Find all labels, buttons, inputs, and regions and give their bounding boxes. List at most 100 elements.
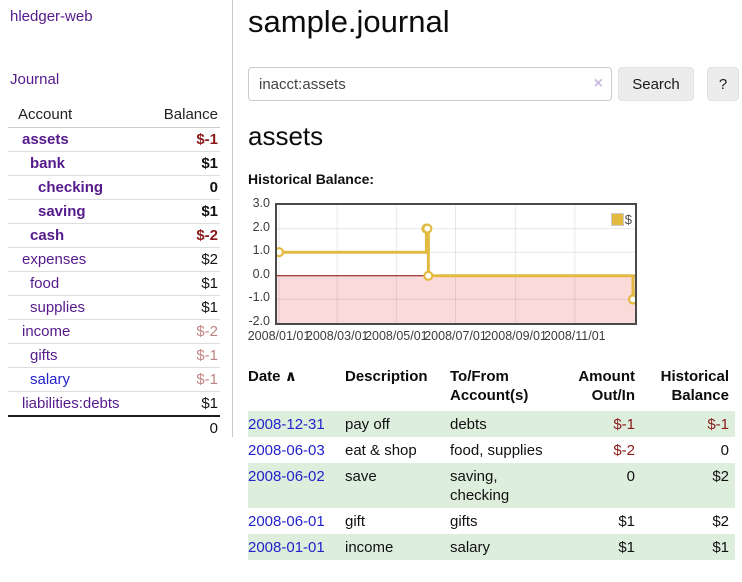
account-balance: $-2 (148, 223, 220, 248)
account-link[interactable]: income (22, 323, 71, 340)
transaction-balance: 0 (720, 442, 729, 459)
main-content: sample.journal × Search ? assets Histori… (248, 0, 742, 560)
y-axis-tick-label: 3.0 (252, 196, 270, 210)
account-link[interactable]: checking (38, 179, 104, 196)
series-label: $ (624, 212, 632, 227)
account-row: cash $-2 (8, 223, 220, 248)
transaction-date-link[interactable]: 2008-06-03 (248, 442, 325, 459)
register-header-date[interactable]: Date ∧ (248, 365, 345, 411)
chart-legend: $ (608, 211, 634, 228)
account-link[interactable]: assets (22, 131, 69, 148)
register-row: 2008-06-03 eat & shop food, supplies $-2 0 (248, 437, 735, 463)
account-link[interactable]: salary (30, 371, 71, 388)
transaction-balance: $2 (712, 468, 729, 485)
account-balance: $1 (148, 199, 220, 224)
account-link[interactable]: supplies (30, 299, 86, 316)
transaction-accounts: food, supplies (450, 442, 543, 459)
transaction-description: eat & shop (345, 442, 417, 459)
accounts-header-row: Account Balance (8, 103, 220, 128)
account-balance: $2 (148, 247, 220, 272)
account-row: bank $1 (8, 151, 220, 176)
transaction-balance: $1 (712, 539, 729, 556)
sidebar-item-journal[interactable]: Journal (10, 71, 60, 88)
data-point-marker (423, 270, 434, 281)
transaction-date-cell: 2008-06-02 (248, 463, 345, 508)
data-point-marker (627, 294, 635, 305)
account-balance: $-1 (148, 343, 220, 368)
account-row: expenses $2 (8, 247, 220, 272)
account-balance: $1 (148, 151, 220, 176)
transaction-amount: $-2 (613, 442, 635, 459)
account-balance: $-2 (148, 319, 220, 344)
y-axis-tick-label: 2.0 (252, 219, 270, 234)
register-header-balance: Historical Balance (660, 368, 729, 404)
transaction-balance: $-1 (707, 416, 729, 433)
account-row: income $-2 (8, 319, 220, 344)
account-link[interactable]: expenses (22, 251, 87, 268)
y-axis-tick-label: -1.0 (248, 290, 270, 305)
transaction-description: gift (345, 513, 366, 530)
transaction-balance: $2 (712, 513, 729, 530)
account-row: saving $1 (8, 199, 220, 224)
x-axis: 2008/01/01 2008/03/01 2008/05/01 2008/07/01… (248, 329, 657, 345)
account-link[interactable]: liabilities:debts (22, 395, 120, 412)
account-balance: 0 (148, 175, 220, 200)
account-link[interactable]: gifts (30, 347, 58, 364)
chart-title: Historical Balance: (248, 171, 375, 187)
account-row: salary $-1 (8, 367, 220, 392)
register-header-amount: Amount Out/In (578, 368, 635, 404)
data-point-marker (277, 247, 285, 258)
accounts-header-balance: Balance (148, 103, 220, 128)
register-table: Date ∧ Description To/From Account(s) Am… (248, 365, 735, 560)
account-cell: liabilities:debts (8, 391, 149, 416)
account-link[interactable]: cash (30, 227, 65, 244)
transaction-amount: $1 (618, 539, 635, 556)
search-button[interactable]: Search (618, 67, 694, 101)
clear-search-icon[interactable]: × (593, 75, 603, 92)
account-link[interactable]: food (30, 275, 60, 292)
account-cell: saving (8, 199, 149, 224)
transaction-description: pay off (345, 416, 390, 433)
y-axis: 3.0 2.0 1.0 0.0 -1.0 -2.0 (248, 196, 270, 328)
search-input[interactable] (248, 67, 612, 101)
y-axis-tick-label: 0.0 (252, 266, 270, 281)
transaction-date-link[interactable]: 2008-06-02 (248, 468, 325, 485)
account-link[interactable]: bank (30, 155, 66, 172)
app-title-link[interactable]: hledger-web (10, 8, 93, 25)
x-axis-tick-label: 2008/05/01 (365, 329, 428, 343)
register-row: 2008-12-31 pay off debts $-1 $-1 (248, 411, 735, 437)
account-balance: $1 (148, 271, 220, 296)
sort-ascending-icon: ∧ (284, 368, 297, 385)
account-link[interactable]: saving (38, 203, 86, 220)
spacer (8, 415, 149, 440)
transaction-description: save (345, 468, 377, 485)
help-button[interactable]: ? (707, 67, 739, 101)
page-title: sample.journal (248, 4, 450, 39)
series-color-swatch (610, 213, 624, 226)
transaction-description: income (345, 539, 394, 556)
search-form: × Search ? (248, 67, 742, 101)
search-box: × (248, 67, 612, 101)
transaction-date-link[interactable]: 2008-12-31 (248, 416, 325, 433)
chart-canvas (277, 205, 635, 323)
transaction-amount: $-1 (613, 416, 635, 433)
transaction-date-link[interactable]: 2008-06-01 (248, 513, 325, 530)
account-cell: assets (8, 128, 149, 152)
y-axis-tick-label: 1.0 (252, 243, 270, 258)
transaction-accounts: salary (450, 539, 491, 556)
register-row: 2008-01-01 income salary $1 $1 (248, 534, 735, 560)
transaction-date-link[interactable]: 2008-01-01 (248, 539, 325, 556)
account-row: assets $-1 (8, 128, 220, 152)
register-row: 2008-06-01 gift gifts $1 $2 (248, 508, 735, 534)
x-axis-tick-label: 2008/07/01 (424, 329, 487, 343)
account-cell: checking (8, 175, 149, 200)
transaction-amount: $1 (618, 513, 635, 530)
account-cell: bank (8, 151, 149, 176)
account-cell: salary (8, 367, 149, 392)
accounts-total-balance: 0 (148, 415, 220, 440)
account-row: gifts $-1 (8, 343, 220, 368)
account-row: liabilities:debts $1 (8, 391, 220, 416)
negative-region (277, 275, 635, 323)
x-axis-tick-label: 2008/11/01 (543, 329, 606, 343)
accounts-table: Account Balance assets $-1 bank $1 checking 0… (8, 103, 220, 440)
